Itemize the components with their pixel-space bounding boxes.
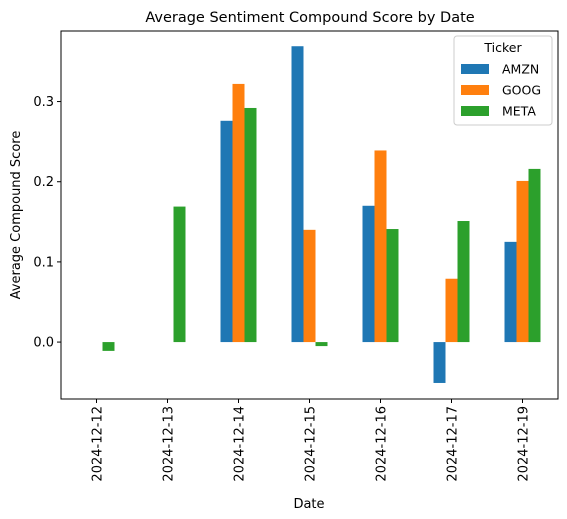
bar-meta-2024-12-19 xyxy=(528,168,541,343)
y-tick-label: 0.0 xyxy=(33,336,54,351)
x-tick-label: 2024-12-16 xyxy=(375,406,390,482)
y-tick-label: 0.1 xyxy=(33,255,54,270)
legend-label-amzn: AMZN xyxy=(502,62,539,77)
x-tick-label: 2024-12-12 xyxy=(91,406,106,482)
bar-meta-2024-12-16 xyxy=(386,229,399,343)
chart-title: Average Sentiment Compound Score by Date xyxy=(145,10,474,26)
x-tick-label: 2024-12-14 xyxy=(233,406,248,482)
bar-meta-2024-12-13 xyxy=(173,206,186,343)
bar-goog-2024-12-17 xyxy=(445,278,458,343)
legend: Ticker AMZN GOOG META xyxy=(453,35,553,126)
y-tick-label: 0.2 xyxy=(33,175,54,190)
legend-frame xyxy=(453,35,553,126)
bar-meta-2024-12-15 xyxy=(315,342,328,347)
x-tick-label: 2024-12-15 xyxy=(304,406,319,482)
legend-title: Ticker xyxy=(483,40,522,55)
bar-goog-2024-12-15 xyxy=(303,229,316,343)
bar-goog-2024-12-16 xyxy=(374,150,387,343)
legend-swatch-meta xyxy=(461,106,489,116)
legend-swatch-goog xyxy=(461,85,489,95)
legend-label-goog: GOOG xyxy=(502,83,541,98)
bar-meta-2024-12-12 xyxy=(102,342,115,351)
bar-amzn-2024-12-17 xyxy=(433,342,446,383)
bar-meta-2024-12-17 xyxy=(457,221,470,343)
x-tick-label: 2024-12-13 xyxy=(162,406,177,482)
x-tick-label: 2024-12-17 xyxy=(446,406,461,482)
bar-goog-2024-12-19 xyxy=(516,180,529,343)
x-axis-label: Date xyxy=(293,497,324,512)
x-axis-ticks: 2024-12-12 2024-12-13 2024-12-14 2024-12-15… xyxy=(91,399,532,482)
legend-label-meta: META xyxy=(502,104,536,119)
bar-amzn-2024-12-19 xyxy=(504,241,517,343)
y-tick-label: 0.3 xyxy=(33,95,54,110)
bars-group xyxy=(102,46,541,383)
bar-meta-2024-12-14 xyxy=(244,107,257,343)
bar-amzn-2024-12-14 xyxy=(220,120,233,343)
bar-amzn-2024-12-16 xyxy=(362,205,375,343)
bar-goog-2024-12-14 xyxy=(232,83,245,343)
bar-amzn-2024-12-15 xyxy=(291,46,304,343)
y-axis-ticks: 0.0 0.1 0.2 0.3 xyxy=(33,95,61,351)
legend-swatch-amzn xyxy=(461,64,489,74)
plot-frame xyxy=(60,30,559,400)
x-tick-label: 2024-12-19 xyxy=(517,406,532,482)
y-axis-label: Average Compound Score xyxy=(9,131,24,300)
